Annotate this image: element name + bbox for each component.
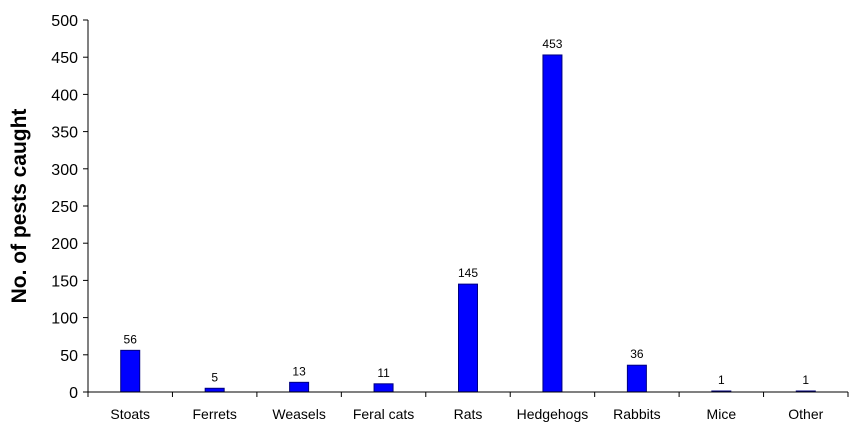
bar — [204, 387, 225, 393]
bar — [373, 383, 394, 393]
data-label: 36 — [630, 347, 644, 361]
bar — [120, 349, 141, 393]
bars — [120, 54, 816, 393]
y-tick-label: 500 — [51, 13, 78, 30]
x-tick-label: Weasels — [272, 406, 325, 422]
y-tick-label: 350 — [51, 125, 78, 142]
y-axis-label: No. of pests caught — [8, 109, 31, 304]
data-label: 5 — [211, 370, 218, 384]
x-tick-label: Rats — [454, 406, 483, 422]
y-tick-label: 300 — [51, 162, 78, 179]
x-tick-label: Ferrets — [192, 406, 236, 422]
bar — [542, 54, 563, 393]
x-tick-label: Feral cats — [353, 406, 414, 422]
x-tick-label: Stoats — [110, 406, 150, 422]
y-tick-label: 0 — [69, 385, 78, 402]
y-tick-label: 450 — [51, 50, 78, 67]
data-label: 56 — [124, 332, 138, 346]
y-tick-label: 250 — [51, 199, 78, 216]
x-tick-label: Mice — [707, 406, 737, 422]
bar — [458, 283, 478, 393]
y-tick-label: 100 — [51, 311, 78, 328]
x-axis-ticks: Stoats Ferrets Weasels Feral cats Rats Hedgeh… — [87, 392, 849, 422]
y-tick-label: 150 — [51, 273, 78, 290]
data-label: 1 — [718, 373, 725, 387]
x-tick-label: Hedgehogs — [517, 406, 589, 422]
data-label: 11 — [377, 366, 390, 380]
bar — [626, 364, 647, 393]
y-axis-ticks: 0 50 100 150 200 250 300 350 400 450 500 — [51, 13, 88, 402]
data-label: 1 — [802, 373, 809, 387]
y-tick-label: 50 — [60, 348, 78, 365]
y-tick-label: 200 — [51, 236, 78, 253]
data-label: 13 — [292, 364, 306, 378]
x-tick-label: Rabbits — [613, 406, 660, 422]
y-tick-label: 400 — [51, 87, 78, 104]
data-label: 453 — [542, 37, 562, 51]
x-tick-label: Other — [788, 406, 823, 422]
data-label: 145 — [458, 266, 478, 280]
bar — [289, 381, 310, 393]
